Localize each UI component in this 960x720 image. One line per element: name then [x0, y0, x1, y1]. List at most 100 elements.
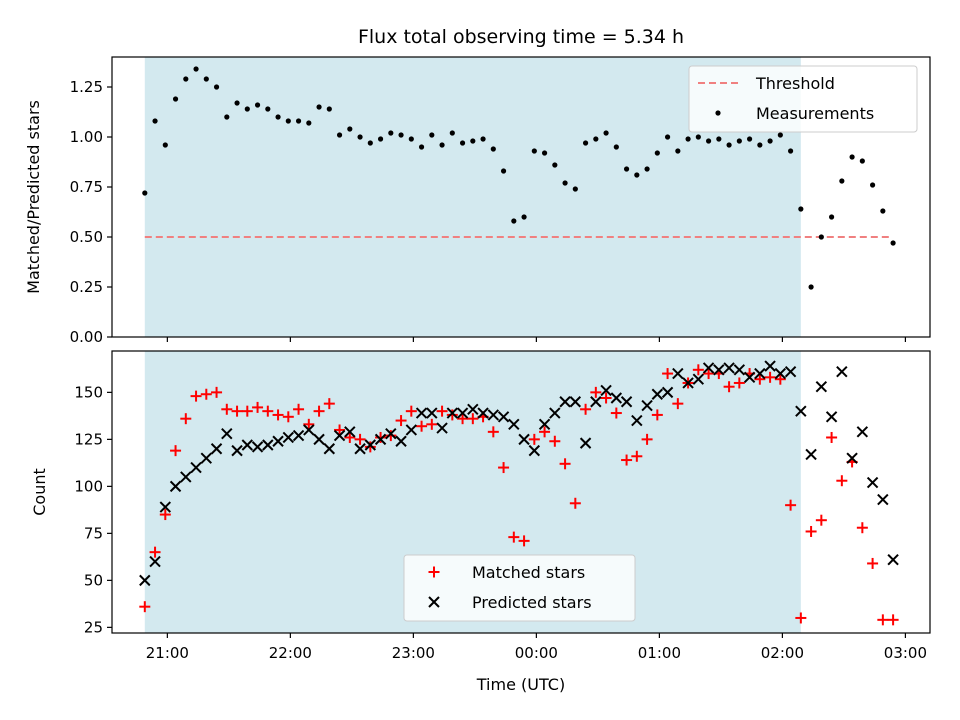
measurement-point: [408, 136, 414, 142]
measurement-point: [808, 284, 814, 290]
predicted-star-point: [436, 422, 448, 434]
matched-star-point: [621, 454, 633, 466]
matched-star-point: [651, 409, 663, 421]
matched-star-point: [457, 413, 469, 425]
predicted-star-point: [528, 444, 541, 457]
predicted-star-point: [518, 433, 530, 446]
matched-star-point: [344, 431, 356, 443]
matched-star-point: [231, 405, 243, 417]
measurements-legend-label: Measurements: [756, 104, 874, 123]
measurement-point: [306, 120, 312, 126]
matched-star-point: [856, 522, 868, 534]
predicted-star-point: [549, 407, 561, 419]
x-axis-label: Time (UTC): [476, 675, 565, 694]
predicted-star-point: [877, 493, 889, 506]
predicted-star-point: [344, 426, 356, 438]
matched-star-point: [364, 441, 376, 453]
measurement-point: [685, 136, 691, 142]
y-tick-label: 50: [84, 571, 103, 589]
predicted-star-point: [426, 407, 438, 419]
ratio-legend: Threshold Measurements: [688, 65, 918, 133]
measurement-point: [275, 114, 281, 120]
ratio-y-axis-label: Matched/Predicted stars: [24, 100, 43, 294]
matched-star-point: [467, 413, 479, 425]
predicted-star-point: [221, 428, 233, 440]
matched-star-point: [539, 426, 551, 438]
measurement-point: [224, 114, 230, 120]
matched-star-point: [867, 557, 879, 569]
predicted-star-point: [661, 386, 674, 399]
predicted-star-point: [641, 399, 653, 412]
measurement-point: [213, 84, 220, 90]
measurement-point: [787, 148, 794, 154]
y-tick-label: 150: [74, 383, 103, 401]
measurement-point: [183, 76, 189, 82]
matched-star-point: [518, 535, 530, 547]
matched-star-point: [785, 499, 797, 511]
matched-star-point: [426, 418, 438, 430]
count-panel: 25 50 75 100 125 150 21:00 22:00 23:00 00:00 01:0…: [30, 350, 931, 694]
measurement-point: [500, 168, 507, 174]
y-tick-label: 1.00: [70, 128, 103, 146]
matched-star-point: [252, 401, 264, 413]
matched-star-point: [836, 475, 848, 487]
predicted-star-point: [702, 362, 715, 374]
y-tick-label: 0.25: [70, 278, 103, 296]
predicted-star-point: [395, 435, 407, 447]
matched-star-point: [600, 392, 612, 404]
measurement-point: [511, 218, 517, 224]
matched-star-point: [282, 411, 294, 423]
measurement-point: [859, 158, 865, 164]
matched-star-point: [313, 405, 325, 417]
predicted-star-point: [292, 429, 305, 442]
predicted-star-point: [374, 433, 387, 446]
measurement-point: [295, 118, 302, 124]
measurement-point: [757, 142, 763, 148]
predicted-star-points: [139, 360, 899, 587]
x-tick-label: 03:00: [884, 644, 927, 662]
predicted-star-point: [149, 555, 161, 568]
measurement-point: [654, 150, 660, 156]
predicted-star-point: [856, 426, 869, 438]
matched-star-point: [610, 407, 622, 419]
measurement-point: [377, 136, 384, 142]
predicted-star-point: [333, 429, 346, 442]
measurement-point: [285, 118, 291, 124]
predicted-star-point: [456, 407, 469, 419]
predicted-star-point: [467, 403, 479, 415]
ratio-legend-box: [688, 65, 918, 133]
predicted-star-point: [241, 439, 254, 451]
predicted-star-point: [682, 377, 694, 389]
measurement-point: [849, 154, 855, 160]
x-tick-label: 23:00: [392, 644, 435, 662]
matched-star-point: [569, 497, 581, 509]
predicted-star-point: [692, 373, 705, 385]
predicted-star-point: [610, 392, 623, 404]
matched-legend-label: Matched stars: [472, 563, 585, 582]
matched-star-point: [877, 614, 889, 626]
predicted-star-point: [497, 411, 510, 423]
matched-star-point: [354, 433, 366, 445]
predicted-star-point: [600, 384, 612, 397]
measurement-point: [880, 208, 886, 214]
measurement-point: [828, 214, 835, 220]
measurements-legend-swatch: [715, 110, 721, 116]
predicted-star-point: [190, 461, 202, 474]
predicted-star-point: [169, 480, 182, 493]
matched-star-point: [733, 377, 745, 389]
measurement-point: [193, 66, 199, 72]
predicted-star-point: [743, 371, 756, 384]
matched-star-point: [672, 398, 684, 410]
predicted-star-point: [180, 471, 192, 483]
measurement-point: [767, 138, 773, 144]
matched-star-point: [323, 398, 335, 410]
predicted-star-point: [487, 409, 500, 421]
measurement-point: [459, 140, 466, 146]
matched-star-point: [826, 431, 838, 443]
measurement-point: [490, 146, 496, 152]
measurement-point: [716, 136, 722, 142]
matched-star-point: [528, 433, 540, 445]
x-tick-label: 02:00: [761, 644, 804, 662]
measurement-point: [480, 136, 486, 142]
measurement-point: [265, 106, 271, 112]
